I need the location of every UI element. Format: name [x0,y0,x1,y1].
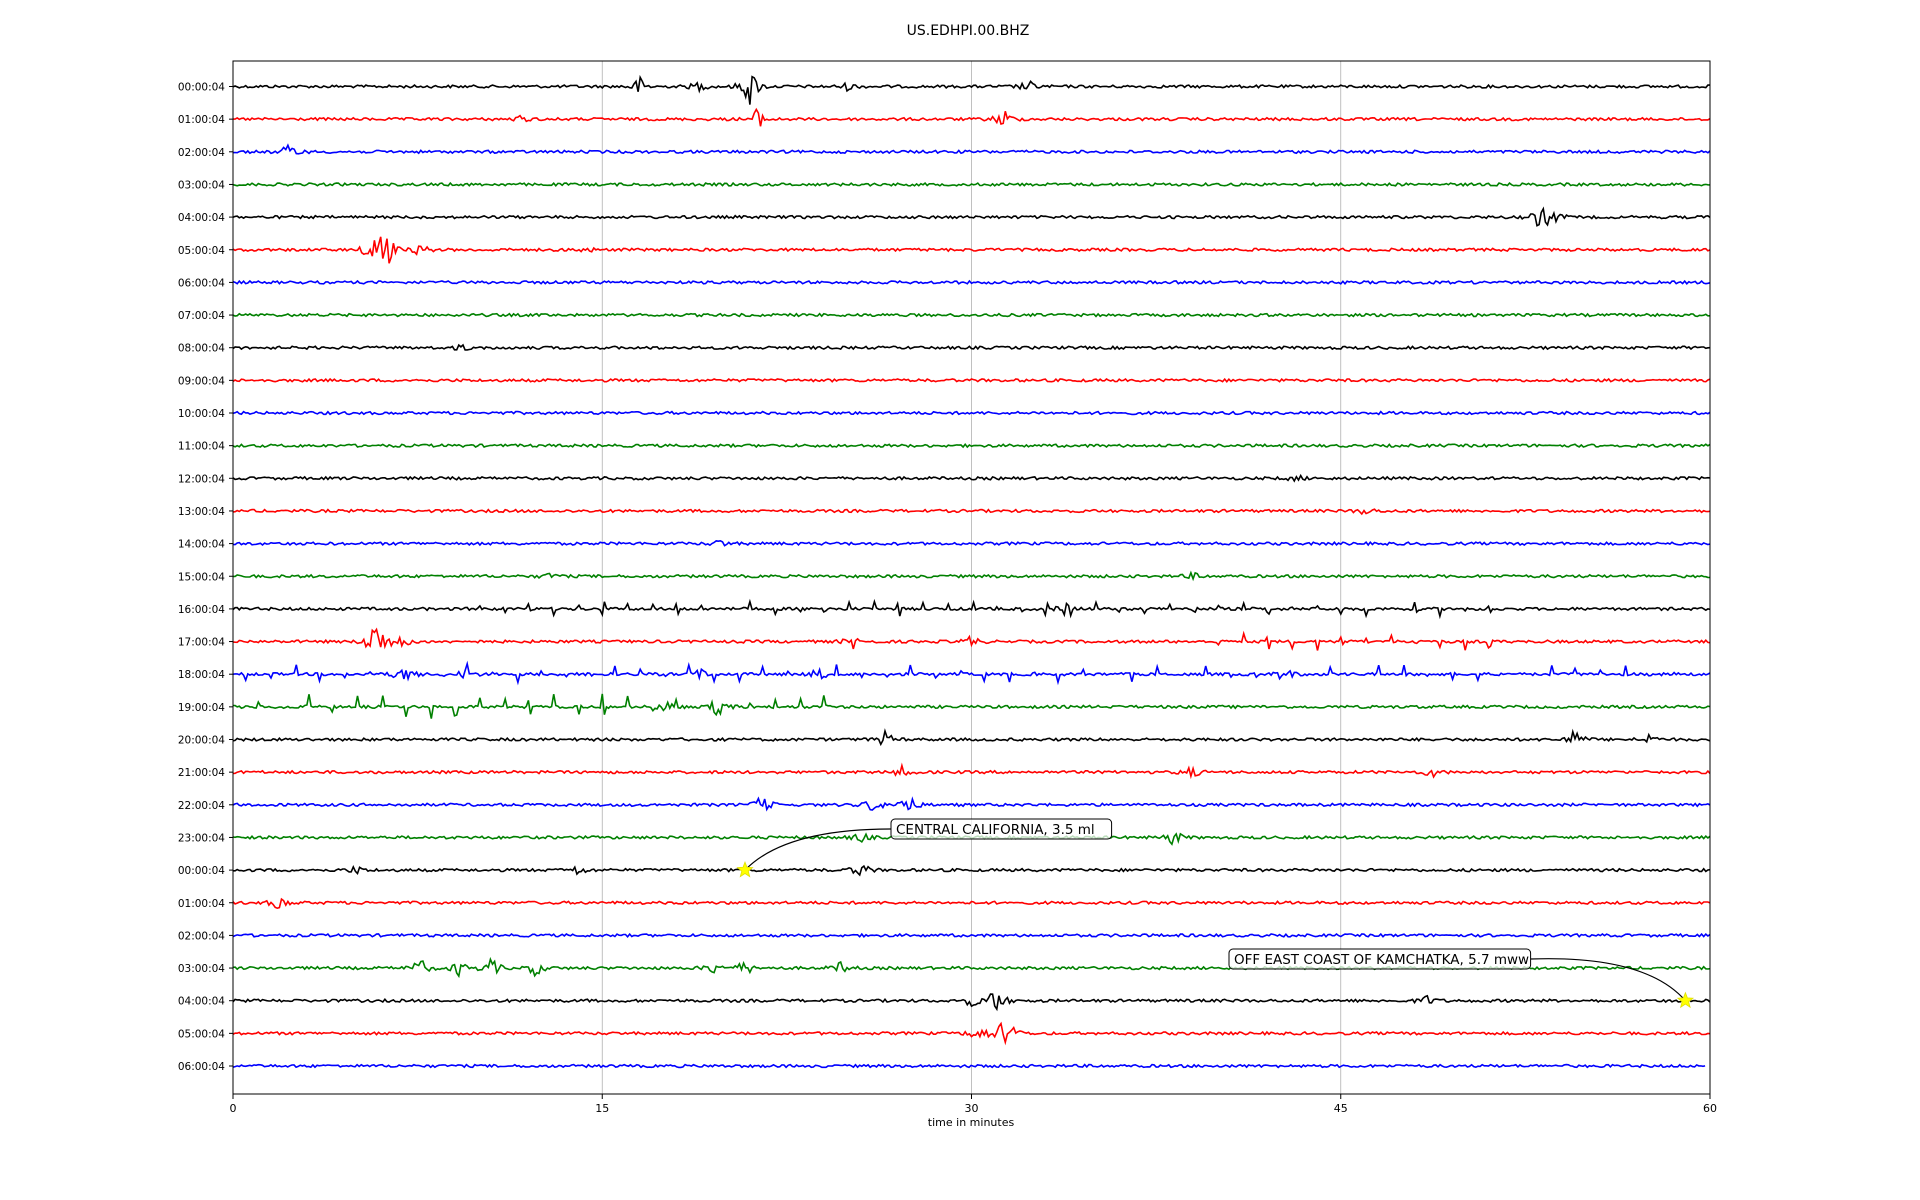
trace-line-row-16 [232,598,1711,620]
chart-title: US.EDHPI.00.BHZ [907,23,1030,39]
trace-line-row-22 [232,796,1711,812]
y-tick-label: 18:00:04 [178,669,225,681]
trace-lines [232,74,1711,1069]
trace-line-row-10 [232,410,1711,416]
y-tick-label: 13:00:04 [178,506,225,518]
y-tick-label: 03:00:04 [178,963,225,975]
y-tick-label: 21:00:04 [178,767,225,779]
y-tick-label: 04:00:04 [178,212,225,224]
trace-line-row-29 [232,1021,1711,1046]
x-tick-label: 15 [595,1102,609,1115]
trace-line-row-21 [232,762,1711,780]
annotation-0: CENTRAL CALIFORNIA, 3.5 ml [736,818,1113,878]
y-tick-label: 02:00:04 [178,147,225,159]
x-tick-label: 60 [1703,1102,1717,1115]
y-tick-label: 07:00:04 [178,310,225,322]
y-tick-label: 14:00:04 [178,539,225,551]
trace-line-row-2 [232,143,1711,155]
y-tick-label: 01:00:04 [178,898,225,910]
trace-line-row-7 [232,312,1710,318]
y-tick-label: 02:00:04 [178,930,225,942]
annotation-box [890,818,1113,840]
trace-line-row-25 [232,897,1711,910]
trace-line-row-18 [232,660,1711,686]
trace-line-row-13 [232,508,1711,516]
trace-line-row-12 [232,473,1711,483]
trace-line-row-0 [232,74,1710,105]
y-tick-label: 05:00:04 [178,245,225,257]
y-tick-label: 08:00:04 [178,343,225,355]
y-tick-label: 01:00:04 [178,114,225,126]
annotation-box [1228,948,1532,970]
y-tick-label: 04:00:04 [178,996,225,1008]
y-tick-label: 22:00:04 [178,800,225,812]
x-tick-label: 45 [1334,1102,1348,1115]
trace-line-row-20 [232,728,1711,747]
y-tick-label: 05:00:04 [178,1028,225,1040]
trace-line-row-26 [232,932,1711,939]
x-tick-label: 0 [230,1102,237,1115]
y-tick-label: 23:00:04 [178,832,225,844]
trace-line-row-1 [233,107,1711,127]
y-tick-label: 09:00:04 [178,375,225,387]
trace-line-row-8 [232,343,1711,351]
trace-line-row-15 [233,570,1711,582]
y-tick-labels: 00:00:04 01:00:04 02:00:04 03:00:04 04:00:04… [178,82,233,1073]
trace-line-row-4 [232,206,1711,227]
event-annotations: CENTRAL CALIFORNIA, 3.5 ml OFF EAST COAST… [736,818,1695,1009]
y-tick-label: 17:00:04 [178,637,225,649]
annotation-connector [744,828,892,871]
y-tick-label: 03:00:04 [178,179,225,191]
y-tick-label: 00:00:04 [178,865,225,877]
event-star-marker [736,860,754,878]
event-star-marker [1676,991,1695,1009]
y-tick-label: 11:00:04 [178,441,225,453]
trace-line-row-24 [233,864,1711,877]
x-axis-label: time in minutes [928,1116,1015,1129]
y-tick-label: 00:00:04 [178,82,225,94]
annotation-connector [1530,958,1686,1002]
x-tick-label: 30 [965,1102,979,1115]
trace-line-row-30 [232,1063,1706,1069]
y-tick-label: 06:00:04 [178,1061,225,1073]
trace-line-row-3 [232,181,1711,188]
trace-line-row-28 [232,993,1711,1012]
x-ticks: 0 15 30 45 60 [230,1094,1717,1115]
y-tick-label: 19:00:04 [178,702,225,714]
annotation-1: OFF EAST COAST OF KAMCHATKA, 5.7 mww [1228,948,1695,1009]
annotation-label: CENTRAL CALIFORNIA, 3.5 ml [896,822,1095,838]
trace-line-row-6 [232,279,1711,286]
trace-line-row-17 [232,627,1711,651]
trace-line-row-5 [232,236,1711,264]
y-tick-label: 15:00:04 [178,571,225,583]
y-tick-label: 10:00:04 [178,408,225,420]
trace-line-row-14 [232,539,1711,547]
y-tick-label: 06:00:04 [178,277,225,289]
annotation-label: OFF EAST COAST OF KAMCHATKA, 5.7 mww [1234,952,1529,968]
y-tick-label: 20:00:04 [178,735,225,747]
y-tick-label: 12:00:04 [178,473,225,485]
y-tick-label: 16:00:04 [178,604,225,616]
trace-line-row-19 [232,693,1711,719]
trace-line-row-11 [232,442,1711,449]
trace-line-row-9 [232,377,1711,383]
